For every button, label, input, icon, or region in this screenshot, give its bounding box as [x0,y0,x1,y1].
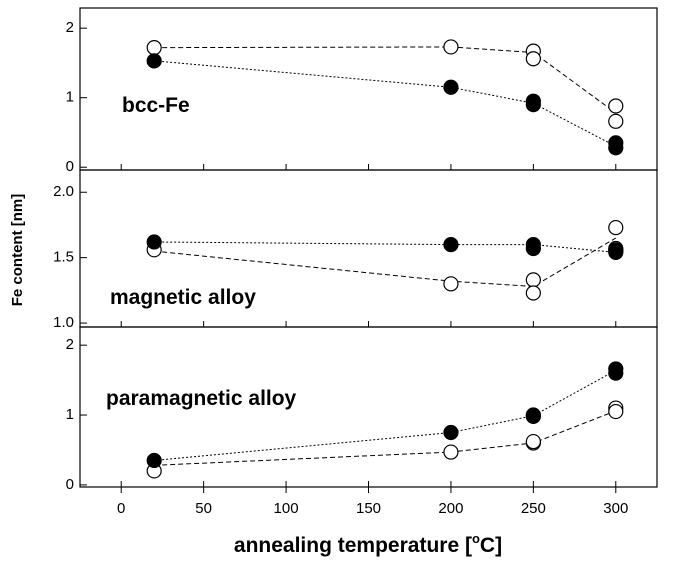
data-point [525,408,541,425]
trend-line [154,60,617,147]
data-point [146,452,162,469]
x-tick-label: 100 [274,500,299,517]
trend-line [154,46,617,114]
trend-line [154,369,617,461]
data-point [146,234,162,250]
x-title-part: C] [480,534,502,557]
panel-label: bcc-Fe [122,94,190,117]
x-tick-label: 0 [117,500,125,517]
y-axis-title: Fe content [nm] [9,194,26,307]
x-tick-label: 150 [356,500,381,517]
data-point [608,219,624,236]
trend-line [154,410,616,466]
panel-frame [79,7,658,171]
panel-label: magnetic alloy [110,286,256,309]
data-point [525,51,541,67]
data-point [525,285,541,301]
data-point [443,276,459,292]
data-point [608,403,624,420]
panel-label: paramagnetic alloy [106,387,297,410]
data-point [525,433,541,450]
y-tick-label: 2 [66,19,74,36]
data-point [608,113,624,129]
data-point [443,79,459,95]
data-point [525,240,541,257]
x-tick-label: 50 [195,500,212,517]
y-tick-label: 0 [66,476,74,493]
data-point [608,365,624,381]
x-axis-title: annealing temperature [oC] [234,531,502,557]
y-tick-label: 1.0 [53,314,74,331]
data-point [146,40,162,56]
x-tick-label: 250 [521,500,546,517]
data-point [146,53,162,69]
y-tick-label: 0 [66,158,74,175]
y-tick-label: 1 [66,89,74,106]
data-point [608,98,624,114]
x-tick-label: 300 [603,500,628,517]
data-point [443,39,459,55]
y-tick-label: 2 [66,336,74,353]
x-title-sup: o [472,531,480,546]
data-point [525,97,541,113]
x-title-part: annealing temperature [ [234,534,472,557]
data-point [443,236,459,253]
x-tick-label: 200 [438,500,463,517]
data-point [525,272,541,288]
data-point [443,424,459,441]
y-tick-label: 1.5 [53,249,74,266]
data-point [608,244,624,261]
trend-line [154,237,617,287]
y-tick-label: 1 [66,406,74,423]
data-point [443,444,459,460]
trend-line [154,241,616,253]
data-point [608,140,624,156]
y-tick-label: 2.0 [53,183,74,200]
